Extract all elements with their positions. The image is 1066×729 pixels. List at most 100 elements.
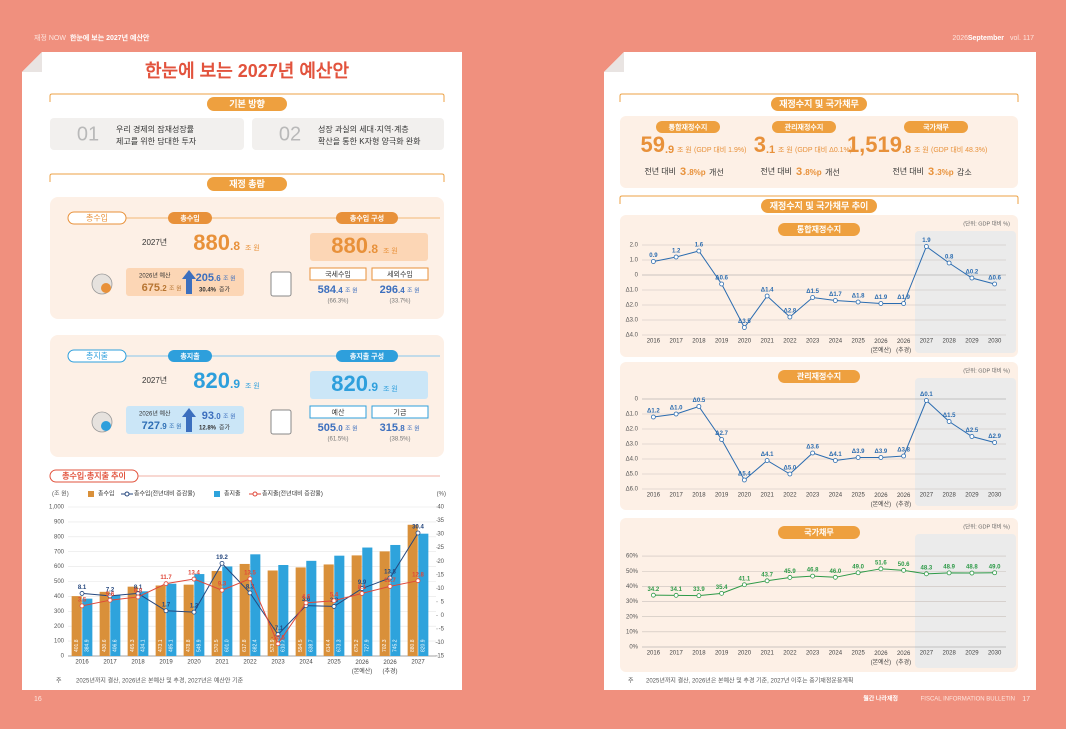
point-label: Δ3.9: [875, 449, 888, 455]
point: [969, 434, 975, 439]
point-label: 48.8: [966, 565, 978, 571]
icon: [270, 271, 292, 297]
x-tick-label: 2027: [920, 493, 934, 499]
x-tick-label: 2025: [851, 651, 865, 657]
prev-label: 2026년 예산: [139, 410, 171, 418]
y-tick-label: 40%: [626, 584, 639, 590]
bar: [250, 554, 261, 656]
y-tick-label: 1.0: [630, 258, 639, 264]
pill: [778, 223, 860, 236]
x-tick-label: 2023: [271, 660, 285, 666]
text-line: (본예산): [871, 346, 892, 354]
bar: [110, 595, 121, 656]
point-label: Δ1.9: [897, 295, 910, 301]
x-tick-label: 2024: [829, 339, 843, 345]
x-tick-label: 2019: [715, 651, 729, 657]
forecast-shade: [915, 534, 1016, 668]
point-label: 1.2: [672, 249, 681, 255]
bar-label: 638.7: [309, 639, 315, 652]
x-tick-label: 2026 (본예산): [871, 339, 892, 354]
point: [901, 301, 907, 306]
x-tick-label: 2023: [806, 493, 820, 499]
y2-tick-label: 5: [441, 599, 445, 605]
point-label: 9.9: [358, 580, 367, 586]
unit: 조 원: [383, 246, 398, 255]
point-label: 0.9: [649, 253, 658, 259]
item-text: 제고를 위한 담대한 투자: [116, 136, 197, 146]
point: [275, 641, 281, 647]
point: [107, 597, 113, 603]
point: [946, 570, 952, 576]
direction-box: [50, 118, 244, 150]
bar: [267, 570, 278, 656]
point: [359, 591, 365, 596]
point-label: 4.6: [302, 594, 311, 600]
bar: [239, 563, 250, 656]
bar-label: 485.1: [169, 639, 175, 652]
chart-title: 관리재정수지: [797, 371, 841, 381]
unit: 조 원: [677, 145, 692, 154]
bracket: [619, 93, 1019, 102]
point: [331, 604, 337, 609]
bar-label: 434.1: [141, 639, 147, 652]
point: [741, 477, 747, 483]
x-tick-label: 2026 (추경): [896, 651, 911, 666]
tag-label: 총수입: [86, 214, 108, 223]
point-label: 48.9: [943, 564, 955, 570]
change-text: 전년 대비: [892, 166, 924, 176]
x-tick-label: 2026 (추경): [382, 660, 397, 675]
y2-tick-label: 25: [437, 545, 444, 551]
callout-decimal: .9: [665, 144, 674, 156]
up-arrow: [182, 270, 196, 294]
point: [810, 450, 816, 456]
y-tick-label: 800: [54, 534, 65, 540]
point: [275, 632, 281, 637]
point-label: Δ1.0: [670, 406, 683, 412]
y-tick-label: 60%: [626, 554, 639, 560]
legend-label: 총수입(전년대비 증감율): [134, 490, 195, 498]
point: [923, 398, 929, 403]
x-tick-label: 2026 (추경): [896, 339, 911, 354]
item-text: 확산을 통한 K자형 양극화 완화: [318, 136, 421, 146]
point-label: Δ5.0: [784, 466, 797, 472]
year: 2027년: [142, 237, 167, 247]
x-tick-label: 2027: [411, 660, 425, 666]
point-label: 41.1: [739, 576, 751, 582]
y2-tick-label: -10: [435, 640, 444, 646]
point-label: Δ4.1: [829, 452, 842, 458]
bar: [99, 591, 110, 656]
year: 2027년: [142, 375, 167, 385]
chart-title: 통합재정수지: [797, 224, 841, 234]
point: [855, 299, 861, 305]
part-label: 세외수입: [387, 269, 413, 278]
y2-tick-label: 15: [437, 572, 444, 578]
callout-value: 1,519: [847, 132, 902, 157]
tag: [67, 349, 127, 363]
direction-box: [252, 118, 444, 150]
point-label: 46.0: [830, 569, 842, 575]
x-tick-label: 2022: [783, 339, 797, 345]
pill-label: 총지출: [180, 351, 200, 360]
unit: 조 원: [245, 381, 260, 390]
note: 2025년까지 결산, 2026년은 본예산 및 추경, 2027년은 예산안 …: [76, 677, 244, 685]
point: [901, 453, 907, 459]
y-tick-label: 200: [54, 624, 65, 630]
point-label: 45.9: [784, 569, 796, 575]
y-tick-label: 500: [54, 579, 65, 585]
x-tick-label: 2020: [738, 493, 752, 499]
part-share: (38.5%): [389, 437, 410, 443]
y-tick-label: 30%: [626, 599, 639, 605]
x-tick-label: 2021: [760, 339, 774, 345]
point-label: Δ3.9: [852, 449, 865, 455]
point-label: 8.3: [246, 584, 255, 590]
increase-word: 증가: [219, 424, 231, 432]
point-label: Δ0.6: [715, 276, 728, 282]
bar-label: 617.8: [242, 639, 248, 652]
bar-label: 549.9: [197, 639, 203, 652]
y-tick-label: 10%: [626, 629, 639, 635]
bar-label: 384.9: [85, 639, 91, 652]
up-arrow: [182, 408, 196, 432]
point-label: 49.0: [852, 564, 864, 570]
prev-box: [126, 268, 244, 296]
y-tick-label: 100: [54, 639, 65, 645]
